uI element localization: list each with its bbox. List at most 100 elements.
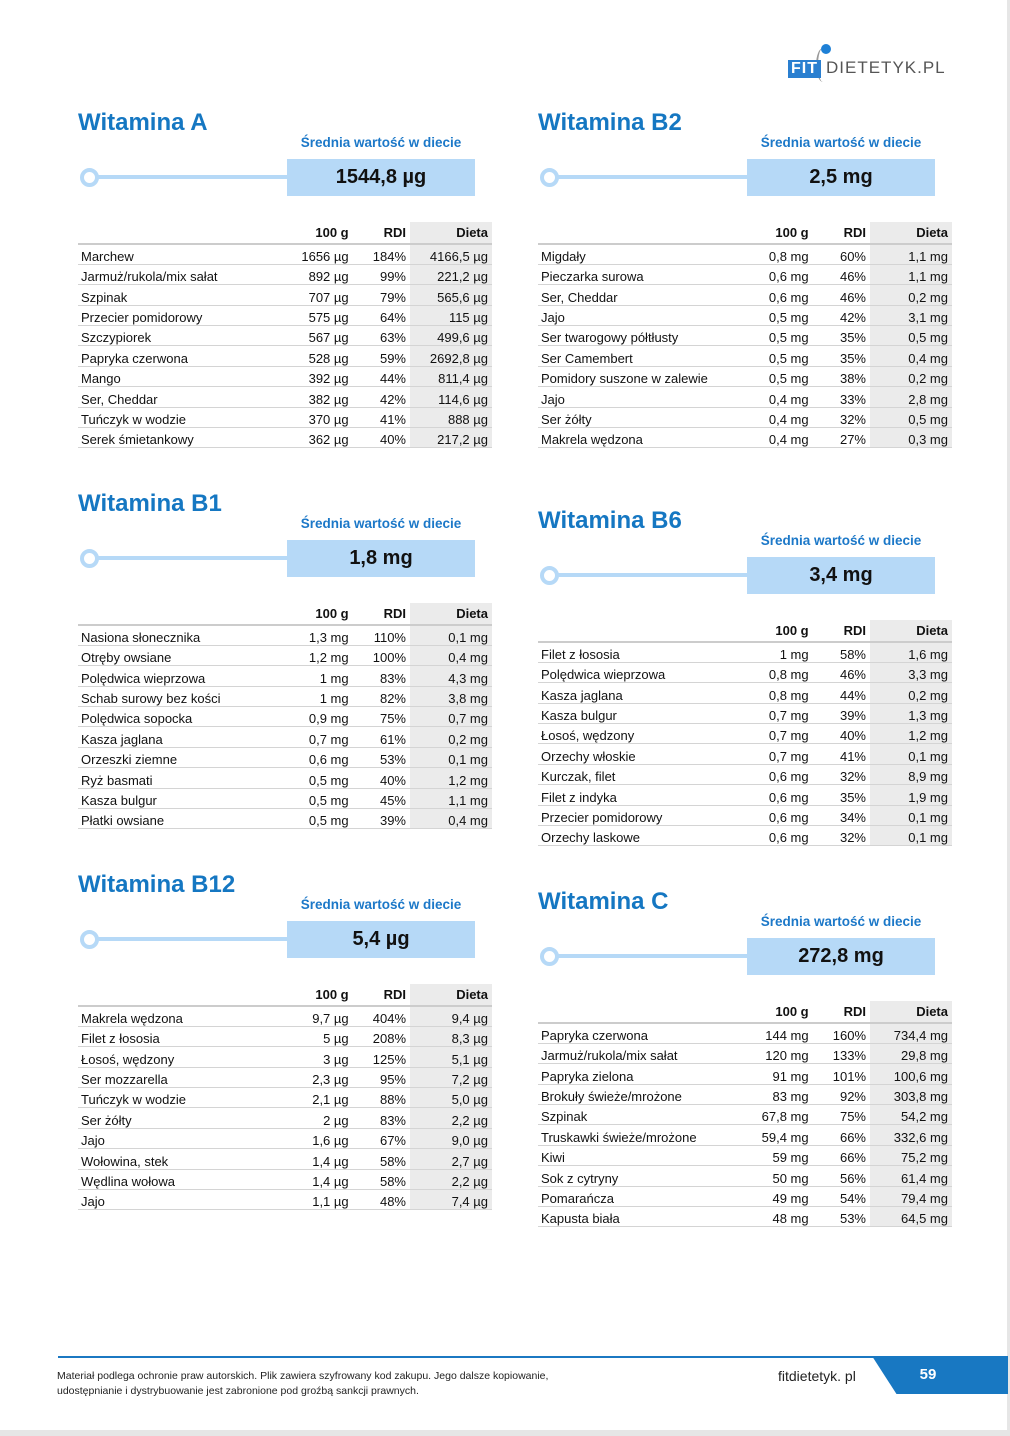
per-100g-value: 0,6 mg [751, 284, 813, 306]
table-row: Wołowina, stek 1,4 µg 58% 2,7 µg [78, 1148, 492, 1170]
diet-value: 0,1 mg [410, 747, 492, 769]
connector-line [88, 556, 288, 560]
per-100g-value: 0,6 mg [751, 825, 813, 847]
connector-line [548, 573, 748, 577]
header-100g: 100 g [751, 1001, 813, 1024]
table-row: Schab surowy bez kości 1 mg 82% 3,8 mg [78, 686, 492, 708]
food-name: Filet z indyka [538, 784, 752, 806]
rdi-value: 60% [812, 244, 870, 265]
food-name: Serek śmietankowy [78, 427, 292, 449]
rdi-value: 32% [812, 764, 870, 786]
rdi-value: 27% [812, 427, 870, 449]
header-100g: 100 g [751, 222, 813, 245]
diet-value: 0,2 mg [870, 366, 952, 388]
food-name: Marchew [78, 244, 292, 265]
rdi-value: 39% [352, 808, 410, 830]
table-header: 100 g RDI Dieta [538, 620, 952, 643]
table-row: Filet z łososia 5 µg 208% 8,3 µg [78, 1026, 492, 1048]
average-value: 2,5 mg [747, 159, 935, 196]
per-100g-value: 892 µg [291, 264, 353, 286]
diet-value: 565,6 µg [410, 284, 492, 306]
rdi-value: 40% [352, 767, 410, 789]
rdi-value: 99% [352, 264, 410, 286]
rdi-value: 63% [352, 325, 410, 347]
diet-value: 114,6 µg [410, 386, 492, 408]
per-100g-value: 382 µg [291, 386, 353, 408]
circle-icon [80, 168, 99, 187]
rdi-value: 38% [812, 366, 870, 388]
rdi-value: 53% [352, 747, 410, 769]
circle-icon [540, 168, 559, 187]
food-name: Ser mozzarella [78, 1067, 292, 1089]
per-100g-value: 0,7 mg [751, 743, 813, 765]
per-100g-value: 1,1 µg [291, 1189, 353, 1211]
diet-value: 8,3 µg [410, 1026, 492, 1048]
food-name: Kurczak, filet [538, 764, 752, 786]
diet-value: 0,1 mg [870, 805, 952, 827]
rdi-value: 110% [352, 625, 410, 646]
rdi-value: 40% [812, 723, 870, 745]
rdi-value: 44% [812, 682, 870, 704]
table-row: Makrela wędzona 9,7 µg 404% 9,4 µg [78, 1006, 492, 1027]
diet-value: 75,2 mg [870, 1145, 952, 1167]
connector-line [88, 937, 288, 941]
per-100g-value: 392 µg [291, 366, 353, 388]
diet-value: 2,7 µg [410, 1148, 492, 1170]
food-name: Szpinak [538, 1104, 752, 1126]
food-name: Jajo [78, 1189, 292, 1211]
diet-value: 0,2 mg [870, 284, 952, 306]
food-name: Orzeszki ziemne [78, 747, 292, 769]
per-100g-value: 83 mg [751, 1084, 813, 1106]
logo-dietetyk: DIETETYK.PL [826, 58, 946, 77]
diet-value: 303,8 mg [870, 1084, 952, 1106]
rdi-value: 83% [352, 1107, 410, 1129]
per-100g-value: 0,5 mg [751, 325, 813, 347]
rdi-value: 48% [352, 1189, 410, 1211]
table-row: Szpinak 707 µg 79% 565,6 µg [78, 284, 492, 306]
diet-value: 54,2 mg [870, 1104, 952, 1126]
food-name: Nasiona słonecznika [78, 625, 292, 646]
header-rdi: RDI [352, 222, 410, 245]
header-rdi: RDI [812, 222, 870, 245]
rdi-value: 64% [352, 305, 410, 327]
per-100g-value: 9,7 µg [291, 1006, 353, 1027]
header-diet: Dieta [410, 603, 492, 626]
food-name: Polędwica wieprzowa [538, 662, 752, 684]
header-diet: Dieta [870, 1001, 952, 1024]
rdi-value: 32% [812, 825, 870, 847]
rdi-value: 404% [352, 1006, 410, 1027]
rdi-value: 42% [812, 305, 870, 327]
food-name: Otręby owsiane [78, 645, 292, 667]
diet-value: 0,1 mg [410, 625, 492, 646]
table-row: Kasza bulgur 0,7 mg 39% 1,3 mg [538, 703, 952, 725]
food-name: Ser żółty [538, 407, 752, 429]
rdi-value: 54% [812, 1186, 870, 1208]
rdi-value: 35% [812, 784, 870, 806]
food-name: Szpinak [78, 284, 292, 306]
food-table: 100 g RDI Dieta Filet z łososia 1 mg 58%… [538, 620, 952, 847]
per-100g-value: 120 mg [751, 1043, 813, 1065]
header-100g: 100 g [291, 984, 353, 1007]
connector-line [88, 175, 288, 179]
diet-value: 4166,5 µg [410, 244, 492, 265]
table-row: Pomidory suszone w zalewie 0,5 mg 38% 0,… [538, 366, 952, 388]
rdi-value: 101% [812, 1063, 870, 1085]
food-name: Jajo [78, 1128, 292, 1150]
header-name [78, 984, 292, 1007]
table-row: Kurczak, filet 0,6 mg 32% 8,9 mg [538, 764, 952, 786]
table-row: Ser, Cheddar 382 µg 42% 114,6 µg [78, 386, 492, 408]
diet-value: 7,4 µg [410, 1189, 492, 1211]
table-row: Łosoś, wędzony 3 µg 125% 5,1 µg [78, 1046, 492, 1068]
per-100g-value: 48 mg [751, 1206, 813, 1228]
per-100g-value: 0,8 mg [751, 682, 813, 704]
header-rdi: RDI [812, 1001, 870, 1024]
food-name: Kasza jaglana [538, 682, 752, 704]
table-header: 100 g RDI Dieta [78, 603, 492, 626]
per-100g-value: 67,8 mg [751, 1104, 813, 1126]
food-name: Łosoś, wędzony [538, 723, 752, 745]
food-name: Brokuły świeże/mrożone [538, 1084, 752, 1106]
rdi-value: 88% [352, 1087, 410, 1109]
table-row: Jarmuż/rukola/mix sałat 120 mg 133% 29,8… [538, 1043, 952, 1065]
header-100g: 100 g [291, 222, 353, 245]
food-name: Papryka czerwona [538, 1023, 752, 1044]
